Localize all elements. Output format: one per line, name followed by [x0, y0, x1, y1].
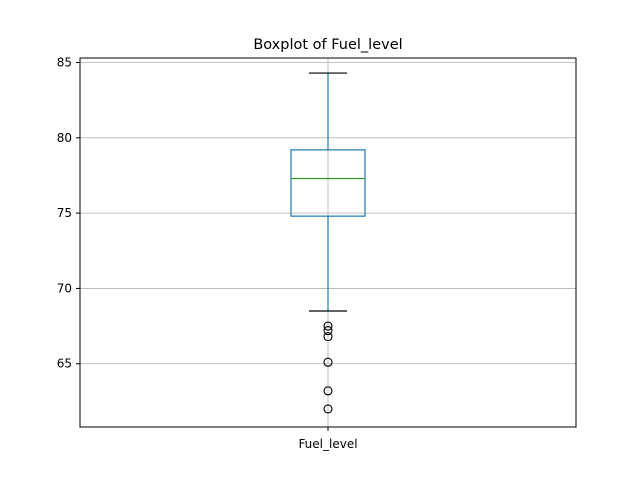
- plot-layer: [290, 72, 366, 414]
- y-tick-label: 85: [57, 56, 72, 70]
- outlier-point: [323, 326, 333, 336]
- y-tick-label: 70: [57, 281, 72, 295]
- chart-title: Boxplot of Fuel_level: [253, 37, 402, 53]
- axis-layer: 65 70 75 80 85 Fuel_level: [57, 56, 358, 451]
- y-tick-label: 80: [57, 131, 72, 145]
- outlier-point: [323, 332, 333, 342]
- y-tick-label: 75: [57, 206, 72, 220]
- outlier-point: [323, 357, 333, 367]
- outlier-point: [323, 404, 333, 414]
- outlier-point: [323, 321, 333, 331]
- outlier-point: [323, 386, 333, 396]
- y-tick-label: 65: [57, 357, 72, 371]
- iqr-box: [290, 149, 366, 217]
- x-tick-label: Fuel_level: [298, 437, 357, 451]
